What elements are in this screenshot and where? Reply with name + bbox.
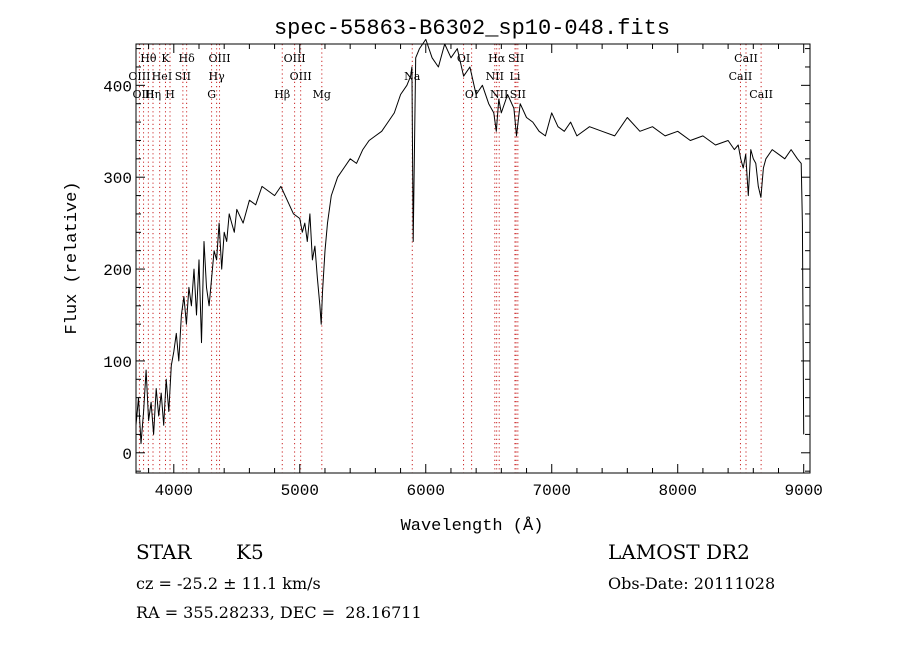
x-tick-label-2: 6000 <box>407 482 445 500</box>
y-tick-label-0: 0 <box>122 446 132 464</box>
spectrum-series-line <box>135 38 805 445</box>
line-label-0: Hθ <box>140 52 157 65</box>
line-label-14: OIII <box>290 70 312 83</box>
y-tick-label-2: 200 <box>103 262 132 280</box>
plot-frame <box>135 43 811 474</box>
line-label-9: OIII <box>128 70 150 83</box>
line-label-16: NII <box>486 70 504 83</box>
line-label-20: Hη <box>145 88 161 101</box>
x-tick-label-4: 8000 <box>659 482 697 500</box>
observation-date: Obs-Date: 20111028 <box>608 574 776 593</box>
y-tick-label-3: 300 <box>103 170 132 188</box>
line-label-26: NII <box>490 88 508 101</box>
line-label-13: Hγ <box>209 70 226 83</box>
x-axis-label: Wavelength (Å) <box>401 517 544 536</box>
line-label-12: SII <box>175 70 191 83</box>
x-tick-label-0: 4000 <box>155 482 193 500</box>
line-label-4: OIII <box>284 52 306 65</box>
chart-title: spec-55863-B6302_sp10-048.fits <box>274 16 670 41</box>
line-label-11: I <box>168 70 172 83</box>
x-axis: 4000 5000 6000 7000 8000 9000 <box>148 44 823 500</box>
x-tick-label-3: 7000 <box>533 482 571 500</box>
x-tick-label-1: 5000 <box>281 482 319 500</box>
line-label-7: SII <box>508 52 524 65</box>
coordinates: RA = 355.28233, DEC = 28.16711 <box>136 603 422 622</box>
y-axis-label: Flux (relative) <box>63 181 82 334</box>
y-tick-label-4: 400 <box>103 78 132 96</box>
line-label-28: CaII <box>749 88 773 101</box>
line-label-2: Hδ <box>179 52 196 65</box>
line-label-10: He <box>152 70 168 83</box>
line-label-24: Mg <box>313 88 331 101</box>
spectral-line-markers <box>138 44 762 473</box>
y-axis: 0 100 200 300 400 <box>103 48 810 472</box>
redshift-cz: cz = -25.2 ± 11.1 km/s <box>136 574 321 593</box>
line-label-15: Na <box>404 70 421 83</box>
line-label-8: CaII <box>734 52 758 65</box>
x-tick-label-5: 9000 <box>784 482 822 500</box>
line-label-22: G <box>207 88 216 101</box>
line-label-27: SII <box>510 88 526 101</box>
line-label-19: OIII <box>133 88 155 101</box>
line-label-18: CaII <box>729 70 753 83</box>
line-label-21: H <box>165 88 175 101</box>
line-label-1: K <box>161 52 170 65</box>
line-label-3: OIII <box>208 52 230 65</box>
object-class: STAR <box>136 540 192 564</box>
y-tick-label-1: 100 <box>103 354 132 372</box>
line-label-17: Li <box>510 70 521 83</box>
object-subclass: K5 <box>236 540 264 564</box>
line-label-23: Hβ <box>274 88 290 101</box>
survey-name: LAMOST DR2 <box>608 540 750 564</box>
line-label-6: Hα <box>488 52 506 65</box>
